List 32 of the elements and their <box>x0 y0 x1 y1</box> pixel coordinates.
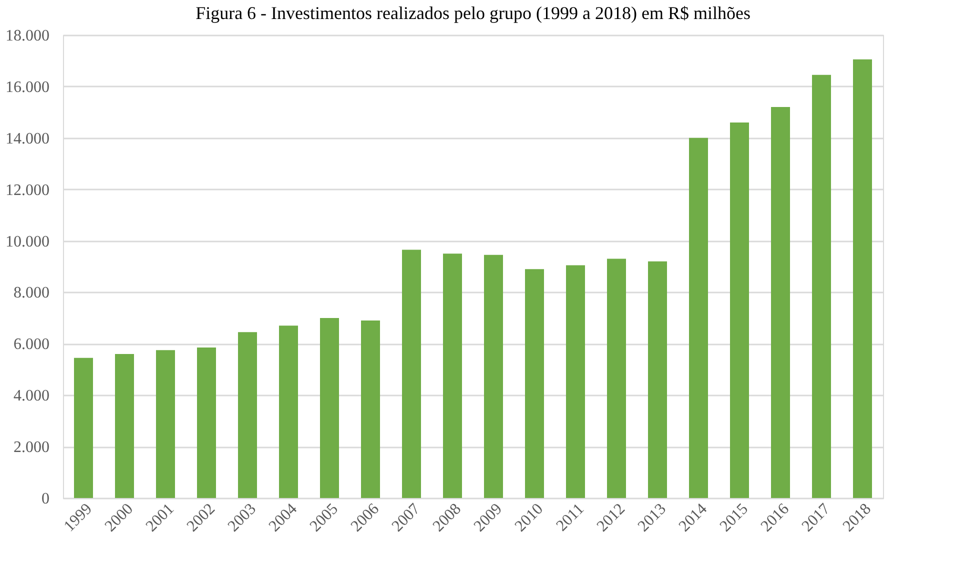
y-tick-label: 12.000 <box>6 182 50 199</box>
bar <box>525 269 544 498</box>
y-tick-label: 14.000 <box>6 130 50 148</box>
x-tick-label: 2011 <box>553 500 588 535</box>
bar <box>566 265 585 498</box>
bar <box>361 320 380 498</box>
y-tick-label: 0 <box>42 490 50 508</box>
y-tick-label: 6.000 <box>14 336 50 354</box>
y-tick-label: 10.000 <box>6 233 50 250</box>
bar <box>320 318 339 498</box>
bar <box>402 250 421 498</box>
bar <box>197 348 216 498</box>
bar <box>771 107 790 498</box>
bar <box>115 354 134 498</box>
bar <box>279 326 298 498</box>
bar <box>607 258 626 498</box>
bar <box>156 350 175 498</box>
y-tick-label: 16.000 <box>6 78 50 96</box>
bar <box>443 254 462 498</box>
bar <box>648 261 667 498</box>
bar <box>238 332 257 498</box>
bar <box>689 138 708 498</box>
bar <box>812 74 831 498</box>
bar <box>730 122 749 498</box>
y-tick-label: 8.000 <box>14 284 50 302</box>
bar <box>853 59 872 498</box>
y-tick-label: 2.000 <box>14 439 50 456</box>
bar <box>74 358 93 498</box>
y-tick-label: 18.000 <box>6 28 50 44</box>
bar <box>484 254 503 498</box>
chart-title: Figura 6 - Investimentos realizados pelo grupo (1999 a 2018) em R$ milhões <box>196 3 750 23</box>
y-tick-label: 4.000 <box>14 388 50 405</box>
